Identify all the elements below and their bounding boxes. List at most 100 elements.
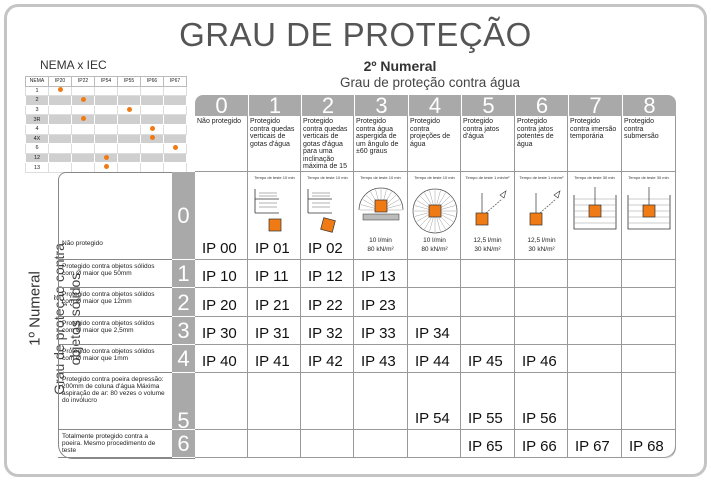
column-header-7: 7 [568, 95, 622, 117]
nema-cell [94, 143, 118, 154]
nema-cell [117, 85, 141, 97]
grid-cell [195, 345, 248, 373]
grid-cell [515, 288, 568, 317]
ip-code: IP 13 [361, 268, 396, 285]
grid-cell [301, 317, 354, 345]
nema-cell [71, 123, 95, 135]
nema-type: 13 [25, 162, 49, 173]
nema-row: 13 [25, 162, 187, 173]
drip-test-illustration-icon [254, 189, 281, 232]
spray-test-illustration-icon [358, 187, 404, 221]
first-numeral-title: 1º Numeral [26, 271, 44, 346]
ip-code: IP 46 [522, 353, 557, 370]
ip-code: IP 21 [255, 297, 290, 314]
flow-rate-label: 12,5 l/min 30 kN/m² [527, 237, 556, 253]
row-description: Protegido contra objetos sólidos com Ø m… [58, 317, 172, 345]
column-header-0: 0 [195, 95, 248, 117]
nema-cell [140, 85, 164, 97]
nema-cell [140, 95, 164, 106]
nema-row: 3 [25, 104, 187, 116]
grid-cell [195, 373, 248, 430]
grid-cell [248, 317, 301, 345]
test-time-label: Tempo de teste 10 min [254, 175, 295, 180]
flow-rate-label: 12,5 l/min 30 kN/m² [473, 237, 502, 253]
nema-cell [94, 104, 118, 116]
ip-code: IP 30 [202, 325, 237, 342]
nema-cell [117, 95, 141, 106]
ip-code: IP 65 [468, 438, 503, 455]
grid-cell [354, 373, 408, 430]
nema-type: 6 [25, 143, 49, 154]
column-description: Protegido contra quedas verticais de got… [248, 116, 301, 172]
grid-cell [354, 430, 408, 458]
match-dot-icon [103, 154, 109, 160]
match-dot-icon [80, 116, 86, 122]
grid-cell [515, 373, 568, 430]
column-illustration-cell [354, 172, 408, 260]
grid-cell [622, 317, 676, 345]
column-description: Protegido contra jatos d'água [461, 116, 515, 172]
nema-cell [117, 114, 141, 125]
page-title: GRAU DE PROTEÇÃO [179, 16, 532, 53]
nema-cell [48, 123, 72, 135]
grid-cell [461, 345, 515, 373]
grid-cell [461, 430, 515, 458]
grid-cell [195, 288, 248, 317]
match-dot-icon [149, 135, 155, 141]
nema-cell [71, 104, 95, 116]
nema-row: 2 [25, 95, 187, 106]
column-header-8: 8 [622, 95, 676, 117]
ip-code: IP 43 [361, 353, 396, 370]
nema-col-header: IP66 [140, 76, 164, 87]
row-description: Protegido contra objetos sólidos com Ø m… [58, 345, 172, 373]
second-numeral-title: 2º Numeral [363, 58, 437, 74]
grid-cell [622, 288, 676, 317]
column-illustration-cell [408, 172, 461, 260]
row-description: Totalmente protegido contra a poeira. Me… [58, 430, 172, 458]
grid-cell [568, 260, 622, 288]
nema-cell [163, 143, 187, 154]
row-number-0: 0 [172, 172, 195, 260]
ip-code: IP 33 [361, 325, 396, 342]
nema-cell [94, 123, 118, 135]
grid-cell [195, 260, 248, 288]
ip-code: IP 40 [202, 353, 237, 370]
nema-col-header: IP54 [94, 76, 118, 87]
nema-cell [163, 85, 187, 97]
nema-cell [71, 95, 95, 106]
grid-cell [354, 288, 408, 317]
nema-row: 1 [25, 85, 187, 97]
column-description: Protegido contra projeções de água [408, 116, 461, 172]
ip-code: IP 42 [308, 353, 343, 370]
nema-cell [140, 133, 164, 145]
grid-cell [301, 260, 354, 288]
nema-cell [48, 133, 72, 145]
grid-cell [622, 373, 676, 430]
nema-row: 6 [25, 143, 187, 154]
ip-code: IP 00 [202, 240, 237, 257]
test-time-label: Tempo de teste 30 min [628, 175, 669, 180]
grid-cell [461, 288, 515, 317]
column-header-3: 3 [354, 95, 408, 117]
grid-cell [248, 260, 301, 288]
nema-type: 4X [25, 133, 49, 145]
match-dot-icon [80, 96, 86, 102]
column-illustration-cell [622, 172, 676, 260]
row-description: Não protegido [58, 172, 172, 260]
grid-cell [408, 288, 461, 317]
nema-cell [71, 162, 95, 173]
nema-cell [71, 143, 95, 154]
nema-cell [94, 114, 118, 125]
test-time-label: Tempo de teste 10 min [360, 175, 401, 180]
nema-cell [163, 133, 187, 145]
nema-col-header: IP67 [163, 76, 187, 87]
grid-cell [515, 345, 568, 373]
nema-cell [94, 162, 118, 173]
grid-cell [568, 430, 622, 458]
nema-row: 12 [25, 152, 187, 164]
grid-cell [195, 430, 248, 458]
match-dot-icon [126, 106, 132, 112]
match-dot-icon [172, 144, 178, 150]
match-dot-icon [103, 164, 109, 170]
nema-cell [140, 123, 164, 135]
